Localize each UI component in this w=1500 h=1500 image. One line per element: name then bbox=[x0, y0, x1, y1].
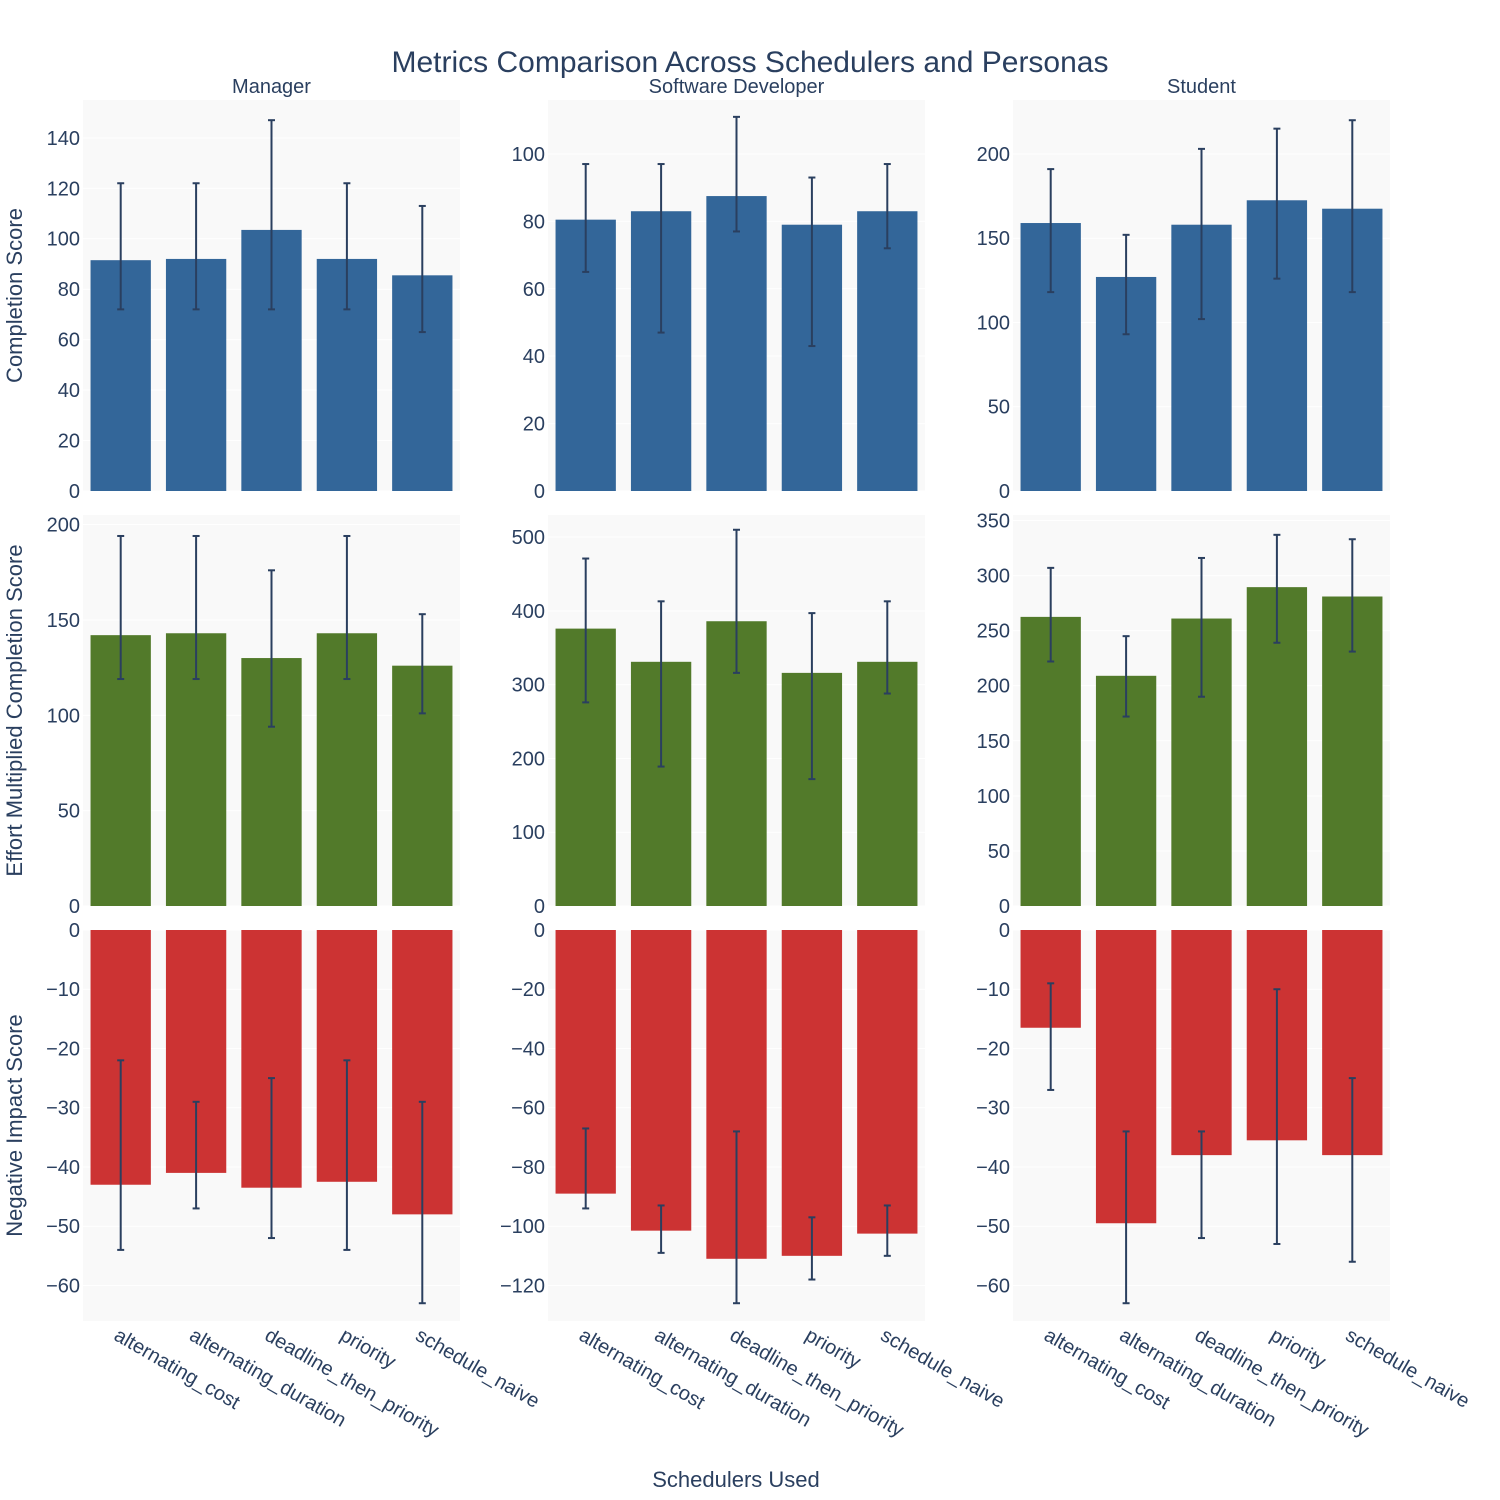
y-tick-label: 0 bbox=[69, 481, 80, 503]
x-tick-label: alternating_cost bbox=[1040, 1324, 1174, 1414]
y-tick-label: 0 bbox=[534, 481, 545, 503]
y-tick-label: 0 bbox=[999, 920, 1010, 942]
y-tick-label: −40 bbox=[511, 1038, 545, 1060]
bar-deadline-then-priority bbox=[706, 196, 767, 492]
panel-completion-3: 0 50 100 150 200 bbox=[977, 100, 1390, 503]
y-tick-label: 0 bbox=[534, 896, 545, 918]
panel-negative-2: 0−20−40−60−80−100−120alternating_costalt… bbox=[500, 920, 1008, 1442]
y-tick-label: 200 bbox=[977, 144, 1010, 166]
bar-priority bbox=[781, 930, 843, 1256]
y-tick-label: −60 bbox=[976, 1275, 1010, 1297]
y-tick-label: 50 bbox=[58, 801, 80, 823]
y-tick-label: −60 bbox=[511, 1098, 545, 1120]
y-tick-label: −100 bbox=[500, 1216, 545, 1238]
y-tick-label: 100 bbox=[512, 822, 545, 844]
subplot-title-manager: Manager bbox=[232, 76, 311, 98]
y-tick-label: −40 bbox=[46, 1157, 80, 1179]
panel-effort-3: 0 50 100 150 200 250 300 350 bbox=[977, 511, 1390, 918]
y-axis-title-negative: Negative Impact Score bbox=[2, 1014, 27, 1237]
y-tick-label: 50 bbox=[988, 397, 1010, 419]
y-tick-label: −20 bbox=[46, 1038, 80, 1060]
y-axis-title-completion: Completion Score bbox=[2, 208, 27, 383]
y-tick-label: −10 bbox=[46, 979, 80, 1001]
y-tick-label: 140 bbox=[47, 128, 80, 150]
y-tick-label: 150 bbox=[977, 731, 1010, 753]
y-tick-label: 50 bbox=[988, 841, 1010, 863]
panel-negative-3: 0−10−20−30−40−50−60alternating_costalter… bbox=[976, 920, 1473, 1442]
y-tick-label: 100 bbox=[977, 786, 1010, 808]
y-tick-label: 500 bbox=[512, 527, 545, 549]
y-tick-label: −10 bbox=[976, 979, 1010, 1001]
y-tick-label: 400 bbox=[512, 601, 545, 623]
y-tick-label: 200 bbox=[512, 748, 545, 770]
y-tick-label: 250 bbox=[977, 621, 1010, 643]
panel-effort-2: 0 100 200 300 400 500 bbox=[512, 515, 925, 918]
y-tick-label: −80 bbox=[511, 1157, 545, 1179]
y-tick-label: 0 bbox=[999, 896, 1010, 918]
y-tick-label: 120 bbox=[47, 178, 80, 200]
x-tick-label: schedule_naive bbox=[877, 1324, 1008, 1413]
bar-schedule-naive bbox=[857, 661, 918, 906]
y-tick-label: 300 bbox=[512, 675, 545, 697]
bar-alternating-duration bbox=[630, 930, 692, 1231]
y-tick-label: 20 bbox=[58, 431, 80, 453]
y-tick-label: −40 bbox=[976, 1157, 1010, 1179]
panel-effort-1: 0 50 100 150 200 bbox=[47, 515, 460, 918]
chart-title: Metrics Comparison Across Schedulers and… bbox=[392, 46, 1109, 79]
bar-schedule-naive bbox=[857, 930, 918, 1234]
y-tick-label: 100 bbox=[512, 144, 545, 166]
bar-deadline-then-priority bbox=[1171, 930, 1232, 1156]
y-tick-label: −20 bbox=[511, 979, 545, 1001]
y-tick-label: 0 bbox=[69, 896, 80, 918]
y-axis-title-effort: Effort Multiplied Completion Score bbox=[2, 544, 27, 876]
y-tick-label: 100 bbox=[47, 705, 80, 727]
y-tick-label: 100 bbox=[977, 312, 1010, 334]
x-tick-label: schedule_naive bbox=[1342, 1324, 1473, 1413]
y-tick-label: −50 bbox=[976, 1216, 1010, 1238]
panel-completion-2: 0 20 40 60 80 100 bbox=[512, 100, 925, 503]
y-tick-label: −20 bbox=[976, 1038, 1010, 1060]
y-tick-label: 200 bbox=[977, 676, 1010, 698]
y-tick-label: 150 bbox=[47, 610, 80, 632]
panel-negative-1: 0−10−20−30−40−50−60alternating_costalter… bbox=[46, 920, 543, 1442]
x-tick-label: schedule_naive bbox=[412, 1324, 543, 1413]
subplot-title-software-developer: Software Developer bbox=[649, 76, 825, 98]
y-tick-label: 20 bbox=[523, 414, 545, 436]
y-tick-label: 40 bbox=[523, 346, 545, 368]
bar-alternating-cost bbox=[90, 635, 151, 906]
y-tick-label: 80 bbox=[58, 279, 80, 301]
y-tick-label: 100 bbox=[47, 229, 80, 251]
y-tick-label: −60 bbox=[46, 1275, 80, 1297]
subplot-title-student: Student bbox=[1167, 76, 1236, 98]
y-tick-label: −30 bbox=[976, 1098, 1010, 1120]
y-tick-label: −30 bbox=[46, 1098, 80, 1120]
y-tick-label: 80 bbox=[523, 211, 545, 233]
y-tick-label: 0 bbox=[534, 920, 545, 942]
panel-completion-1: 0 20 40 60 80 100 120 140 bbox=[47, 100, 460, 503]
y-tick-label: 300 bbox=[977, 566, 1010, 588]
bar-alternating-cost bbox=[1020, 616, 1081, 906]
y-tick-label: 0 bbox=[999, 481, 1010, 503]
y-tick-label: 150 bbox=[977, 228, 1010, 250]
y-tick-label: 350 bbox=[977, 511, 1010, 533]
y-tick-label: 0 bbox=[69, 920, 80, 942]
y-tick-label: −50 bbox=[46, 1216, 80, 1238]
bar-schedule-naive bbox=[857, 211, 918, 491]
x-axis-title: Schedulers Used bbox=[652, 1467, 820, 1492]
panels: Manager Software Developer Student Completi… bbox=[2, 76, 1473, 1442]
x-tick-label: alternating_cost bbox=[575, 1324, 709, 1414]
y-tick-label: −120 bbox=[500, 1275, 545, 1297]
x-tick-label: alternating_cost bbox=[110, 1324, 244, 1414]
y-tick-label: 60 bbox=[523, 279, 545, 301]
y-tick-label: 200 bbox=[47, 515, 80, 537]
y-tick-label: 40 bbox=[58, 380, 80, 402]
y-tick-label: 60 bbox=[58, 330, 80, 352]
